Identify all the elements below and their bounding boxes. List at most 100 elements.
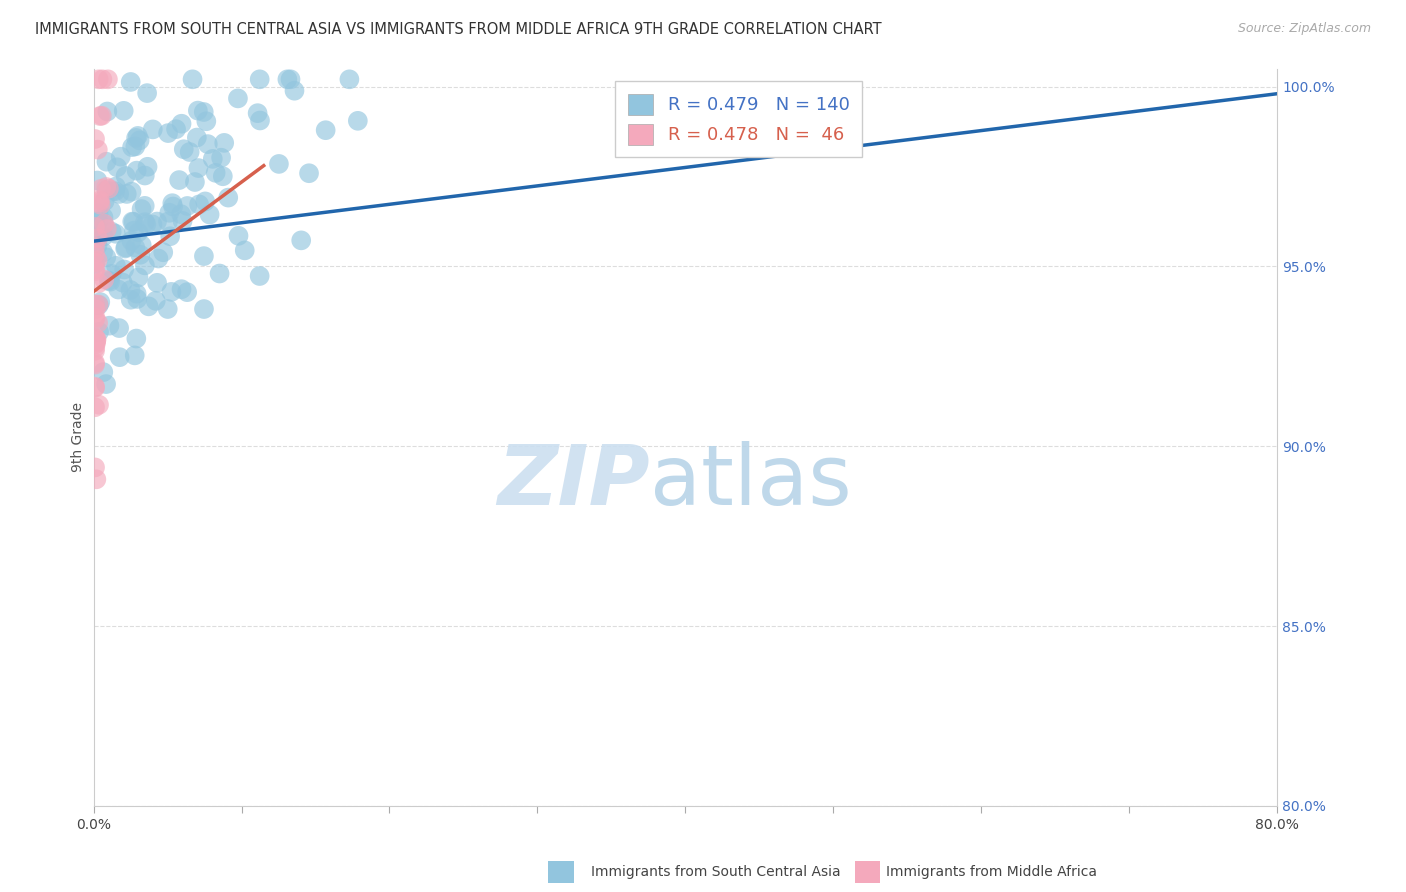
Point — [100, 225, 122, 239]
Point — [298, 166, 321, 180]
Point — [105, 161, 128, 175]
Point — [131, 202, 153, 216]
Point — [84, 312, 107, 326]
Point — [87, 231, 110, 245]
Point — [124, 348, 146, 362]
Point — [198, 207, 221, 221]
Point — [211, 169, 233, 184]
Point — [290, 233, 312, 247]
Point — [93, 211, 115, 225]
Point — [90, 182, 112, 196]
Point — [84, 255, 107, 269]
Point — [146, 214, 169, 228]
Text: IMMIGRANTS FROM SOUTH CENTRAL ASIA VS IMMIGRANTS FROM MIDDLE AFRICA 9TH GRADE CO: IMMIGRANTS FROM SOUTH CENTRAL ASIA VS IM… — [35, 22, 882, 37]
Point — [226, 91, 249, 105]
Point — [276, 72, 298, 87]
Point — [84, 334, 107, 348]
Point — [84, 310, 107, 325]
Point — [170, 282, 193, 296]
Point — [101, 184, 124, 198]
Point — [124, 240, 146, 254]
Point — [217, 191, 239, 205]
Point — [176, 285, 198, 300]
Point — [84, 343, 107, 358]
Point — [87, 143, 110, 157]
Point — [90, 198, 112, 212]
Point — [127, 128, 149, 143]
Point — [93, 272, 115, 286]
Point — [193, 105, 215, 120]
Point — [193, 249, 215, 263]
Point — [128, 270, 150, 285]
Point — [135, 217, 157, 231]
Point — [156, 301, 179, 316]
Text: Source: ZipAtlas.com: Source: ZipAtlas.com — [1237, 22, 1371, 36]
Point — [84, 219, 107, 234]
Point — [172, 214, 194, 228]
Legend: R = 0.479   N = 140, R = 0.478   N =  46: R = 0.479 N = 140, R = 0.478 N = 46 — [616, 81, 862, 157]
Point — [84, 298, 107, 312]
Point — [104, 259, 127, 273]
Point — [84, 257, 107, 271]
Point — [108, 186, 131, 201]
Point — [91, 365, 114, 379]
Point — [131, 238, 153, 252]
Point — [339, 72, 361, 87]
Point — [142, 122, 165, 136]
Point — [87, 72, 110, 87]
Point — [93, 217, 115, 231]
Point — [125, 163, 148, 178]
Text: ZIP: ZIP — [498, 441, 650, 522]
Point — [128, 133, 150, 147]
Point — [209, 151, 232, 165]
Point — [96, 183, 118, 197]
Point — [125, 332, 148, 346]
Text: Immigrants from South Central Asia: Immigrants from South Central Asia — [591, 865, 841, 880]
Point — [134, 169, 156, 183]
Point — [100, 203, 122, 218]
Point — [136, 86, 159, 100]
Point — [208, 267, 231, 281]
Point — [134, 199, 156, 213]
Point — [315, 123, 337, 137]
Point — [104, 227, 127, 241]
Point — [167, 173, 190, 187]
Point — [87, 206, 110, 220]
Point — [141, 218, 163, 232]
Point — [97, 274, 120, 288]
Point — [86, 173, 108, 187]
Point — [111, 276, 134, 290]
Point — [148, 252, 170, 266]
Point — [84, 380, 107, 394]
Point — [233, 244, 256, 258]
Point — [93, 194, 115, 209]
Point — [84, 221, 107, 235]
Point — [84, 401, 107, 415]
Point — [87, 398, 110, 412]
Point — [89, 195, 111, 210]
Point — [84, 297, 107, 311]
Point — [157, 214, 180, 228]
Point — [125, 131, 148, 145]
Point — [96, 154, 118, 169]
Point — [104, 179, 127, 194]
Point — [98, 275, 121, 289]
Text: atlas: atlas — [650, 441, 852, 522]
Point — [86, 238, 108, 252]
Point — [107, 283, 129, 297]
Point — [84, 460, 107, 475]
Point — [114, 169, 136, 183]
Point — [146, 276, 169, 290]
Point — [267, 157, 290, 171]
Point — [170, 117, 193, 131]
Point — [204, 166, 226, 180]
Point — [84, 132, 107, 146]
Point — [84, 331, 107, 345]
Point — [91, 245, 114, 260]
Text: Immigrants from Middle Africa: Immigrants from Middle Africa — [886, 865, 1097, 880]
Point — [96, 180, 118, 194]
Point — [87, 276, 110, 290]
Point — [84, 240, 107, 254]
Point — [112, 262, 135, 277]
Point — [93, 217, 115, 231]
